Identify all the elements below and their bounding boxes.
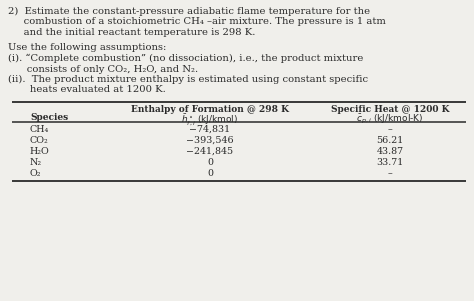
- Text: (i). “Complete combustion” (no dissociation), i.e., the product mixture: (i). “Complete combustion” (no dissociat…: [8, 54, 364, 63]
- Text: combustion of a stoichiometric CH₄ –air mixture. The pressure is 1 atm: combustion of a stoichiometric CH₄ –air …: [8, 17, 386, 26]
- Text: $\bar{h}^\circ_{f,i}$ (kJ/kmol): $\bar{h}^\circ_{f,i}$ (kJ/kmol): [182, 113, 238, 128]
- Text: O₂: O₂: [30, 169, 42, 178]
- Text: 56.21: 56.21: [376, 136, 404, 145]
- Text: –: –: [388, 169, 392, 178]
- Text: 43.87: 43.87: [376, 147, 403, 156]
- Text: $\bar{c}_{p,i}$ (kJ/kmol-K): $\bar{c}_{p,i}$ (kJ/kmol-K): [356, 113, 424, 126]
- Text: –: –: [388, 125, 392, 134]
- Text: Enthalpy of Formation @ 298 K: Enthalpy of Formation @ 298 K: [131, 105, 289, 114]
- Text: −241,845: −241,845: [186, 147, 234, 156]
- Text: CH₄: CH₄: [30, 125, 49, 134]
- Text: CO₂: CO₂: [30, 136, 49, 145]
- Text: consists of only CO₂, H₂O, and N₂.: consists of only CO₂, H₂O, and N₂.: [8, 64, 198, 73]
- Text: Use the following assumptions:: Use the following assumptions:: [8, 44, 166, 52]
- Text: N₂: N₂: [30, 158, 42, 167]
- Text: 0: 0: [207, 158, 213, 167]
- Text: −393,546: −393,546: [186, 136, 234, 145]
- Text: (ii).  The product mixture enthalpy is estimated using constant specific: (ii). The product mixture enthalpy is es…: [8, 75, 368, 84]
- Text: and the initial reactant temperature is 298 K.: and the initial reactant temperature is …: [8, 28, 255, 37]
- Text: H₂O: H₂O: [30, 147, 50, 156]
- Text: 33.71: 33.71: [376, 158, 404, 167]
- Text: 2)  Estimate the constant-pressure adiabatic flame temperature for the: 2) Estimate the constant-pressure adiaba…: [8, 7, 370, 16]
- Text: Specific Heat @ 1200 K: Specific Heat @ 1200 K: [331, 105, 449, 114]
- Text: −74,831: −74,831: [190, 125, 230, 134]
- Text: 0: 0: [207, 169, 213, 178]
- Text: Species: Species: [30, 113, 68, 122]
- Text: heats evaluated at 1200 K.: heats evaluated at 1200 K.: [8, 85, 166, 95]
